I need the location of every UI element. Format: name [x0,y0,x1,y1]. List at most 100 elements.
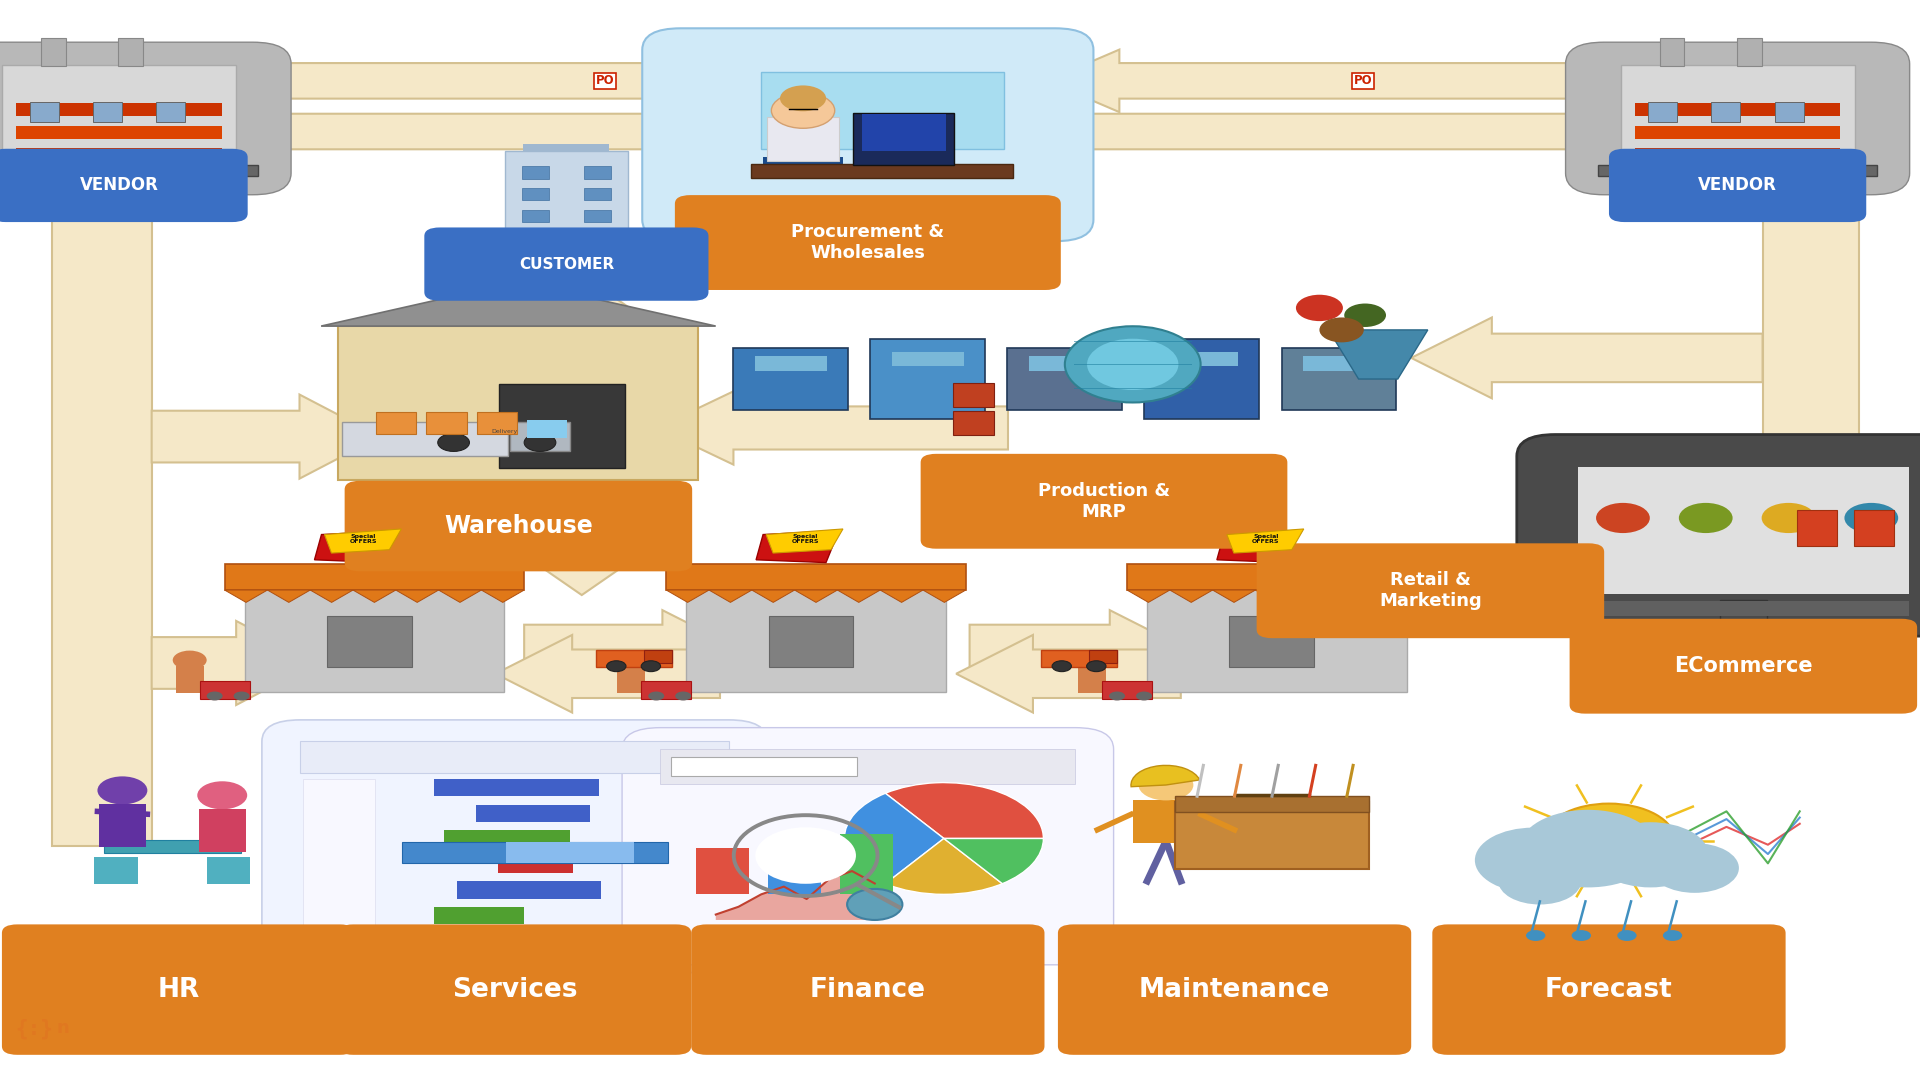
Polygon shape [225,590,267,603]
FancyBboxPatch shape [641,28,1094,241]
Circle shape [1663,930,1682,941]
Circle shape [780,85,826,111]
FancyBboxPatch shape [42,38,65,66]
FancyBboxPatch shape [376,412,417,434]
FancyBboxPatch shape [891,351,964,367]
FancyBboxPatch shape [1853,510,1893,545]
FancyBboxPatch shape [0,149,248,222]
Circle shape [524,433,557,452]
Circle shape [1137,691,1152,701]
FancyBboxPatch shape [15,125,223,138]
FancyBboxPatch shape [424,227,708,301]
FancyBboxPatch shape [595,650,672,667]
FancyBboxPatch shape [0,165,257,176]
FancyBboxPatch shape [1597,165,1878,176]
FancyBboxPatch shape [1102,681,1152,700]
FancyBboxPatch shape [618,666,645,693]
FancyBboxPatch shape [1029,356,1100,371]
FancyBboxPatch shape [522,166,549,179]
FancyArrow shape [495,635,720,713]
FancyBboxPatch shape [1304,356,1375,371]
FancyBboxPatch shape [1565,42,1910,195]
FancyBboxPatch shape [522,188,549,201]
FancyBboxPatch shape [584,166,611,179]
Text: HR: HR [157,977,200,1003]
FancyBboxPatch shape [15,103,223,116]
FancyBboxPatch shape [1620,66,1855,165]
Text: CUSTOMER: CUSTOMER [518,257,614,272]
Circle shape [676,691,691,701]
FancyBboxPatch shape [261,720,768,972]
FancyBboxPatch shape [434,779,599,796]
Polygon shape [315,530,397,563]
Circle shape [1678,502,1732,534]
Circle shape [847,889,902,920]
Wedge shape [885,783,1043,839]
Polygon shape [396,590,438,603]
Wedge shape [885,839,1002,895]
Text: Finance: Finance [810,977,925,1003]
FancyBboxPatch shape [29,102,60,122]
FancyBboxPatch shape [1133,800,1198,843]
FancyBboxPatch shape [52,156,152,846]
FancyBboxPatch shape [1041,650,1117,667]
FancyBboxPatch shape [755,356,826,371]
FancyArrow shape [956,635,1181,713]
FancyBboxPatch shape [685,580,947,692]
FancyBboxPatch shape [119,38,142,66]
Polygon shape [1298,590,1340,603]
Polygon shape [1169,590,1213,603]
FancyBboxPatch shape [499,856,574,873]
FancyBboxPatch shape [1146,580,1407,692]
Polygon shape [756,530,839,563]
Text: Forecast: Forecast [1546,977,1672,1003]
FancyBboxPatch shape [1079,666,1106,693]
FancyBboxPatch shape [207,857,250,884]
Text: Procurement &
Wholesales: Procurement & Wholesales [791,223,945,262]
FancyBboxPatch shape [660,749,1075,784]
Polygon shape [1227,529,1304,553]
FancyBboxPatch shape [1432,924,1786,1054]
FancyBboxPatch shape [522,209,549,222]
FancyArrow shape [518,552,645,595]
FancyBboxPatch shape [1647,102,1678,122]
FancyBboxPatch shape [1008,348,1123,411]
FancyBboxPatch shape [1774,102,1803,122]
FancyBboxPatch shape [1229,617,1313,667]
Circle shape [755,827,856,884]
Polygon shape [1256,590,1298,603]
FancyBboxPatch shape [1175,802,1369,869]
Circle shape [1110,691,1125,701]
FancyBboxPatch shape [768,617,852,667]
FancyBboxPatch shape [1797,510,1837,545]
Circle shape [1763,502,1816,534]
FancyBboxPatch shape [697,847,749,895]
FancyBboxPatch shape [342,423,507,456]
FancyBboxPatch shape [94,857,138,884]
FancyBboxPatch shape [584,188,611,201]
FancyBboxPatch shape [852,112,954,165]
FancyBboxPatch shape [200,681,250,700]
FancyBboxPatch shape [670,757,858,776]
Polygon shape [666,564,966,590]
Text: Services: Services [451,977,578,1003]
FancyBboxPatch shape [641,681,691,700]
Polygon shape [311,590,353,603]
FancyBboxPatch shape [1175,797,1369,812]
FancyBboxPatch shape [499,384,624,468]
Circle shape [1596,502,1649,534]
Polygon shape [1213,590,1256,603]
Circle shape [1066,327,1200,402]
FancyBboxPatch shape [760,72,1004,149]
FancyBboxPatch shape [457,882,601,899]
Circle shape [1139,770,1194,800]
FancyBboxPatch shape [198,808,246,852]
FancyBboxPatch shape [2,66,236,165]
Circle shape [1475,828,1592,893]
FancyBboxPatch shape [434,907,524,924]
Circle shape [234,691,250,701]
FancyBboxPatch shape [0,42,292,195]
Circle shape [1526,930,1546,941]
FancyBboxPatch shape [584,209,611,222]
Polygon shape [1329,330,1428,379]
